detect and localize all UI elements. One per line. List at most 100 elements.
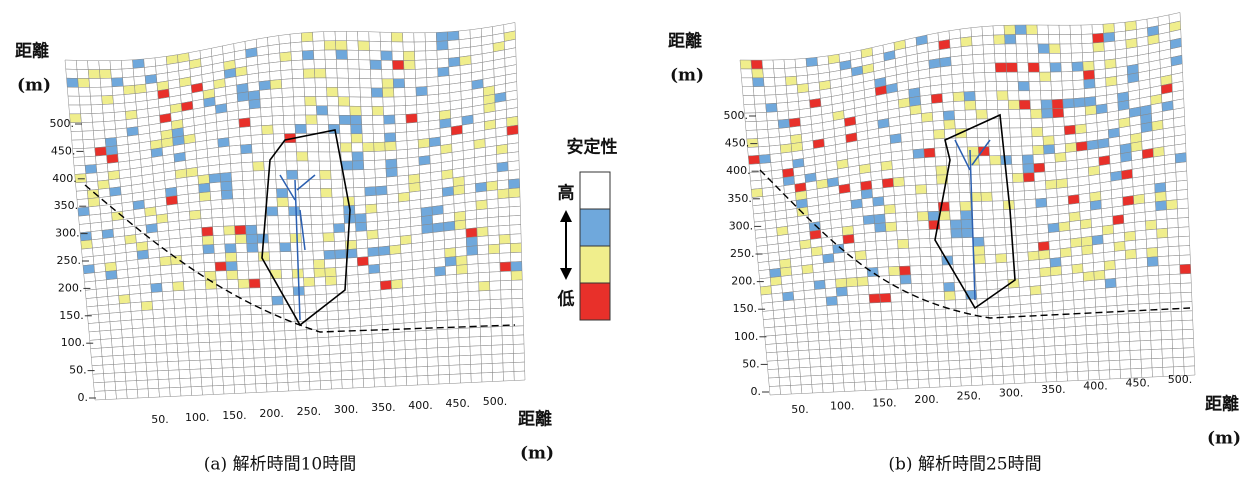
mesh-cell: [950, 47, 962, 57]
mesh-cell: [951, 229, 962, 238]
mesh-cell: [411, 234, 422, 244]
mesh-cell: [1011, 322, 1022, 331]
mesh-cell: [1048, 223, 1059, 233]
mesh-cell: [315, 78, 327, 87]
mesh-cell: [313, 41, 325, 51]
mesh-cell: [127, 260, 139, 270]
mesh-cell: [396, 141, 407, 151]
mesh-cell: [1155, 192, 1166, 202]
mesh-cell: [795, 307, 806, 316]
mesh-cell: [1110, 369, 1121, 379]
mesh-cell: [1010, 137, 1021, 146]
mesh-cell: [1133, 194, 1144, 204]
mesh-cell: [503, 372, 514, 381]
mesh-cell: [1102, 216, 1113, 226]
y-tick-label: 500.: [50, 117, 75, 130]
mesh-cell: [377, 212, 388, 222]
mesh-cell: [914, 158, 925, 168]
mesh-cell: [930, 76, 942, 86]
mesh-cell: [511, 271, 522, 281]
mesh-cell: [1058, 213, 1069, 223]
x-tick-label: 300.: [999, 386, 1024, 399]
mesh-cell: [269, 53, 281, 63]
mesh-cell: [932, 102, 944, 112]
mesh-cell: [358, 50, 370, 60]
y-tick-label: 350.: [54, 199, 79, 212]
mesh-cell: [798, 341, 809, 350]
mesh-cell: [1077, 150, 1088, 160]
mesh-cell: [875, 372, 886, 381]
mesh-cell: [838, 313, 849, 322]
mesh-cell: [767, 120, 779, 129]
mesh-cell: [1180, 264, 1191, 274]
mesh-cell: [87, 306, 99, 315]
mesh-cell: [800, 240, 811, 250]
mesh-cell: [1096, 306, 1107, 316]
mesh-cell: [448, 48, 460, 58]
mesh-cell: [134, 76, 146, 86]
mesh-cell: [370, 299, 381, 309]
mesh-cell: [991, 174, 1002, 183]
mesh-cell: [386, 176, 397, 186]
mesh-cell: [925, 327, 936, 336]
mesh-cell: [1122, 187, 1133, 197]
mesh-cell: [116, 128, 128, 137]
mesh-cell: [306, 124, 318, 133]
mesh-cell: [822, 245, 833, 255]
mesh-cell: [252, 153, 264, 163]
mesh-cell: [232, 359, 243, 368]
mesh-cell: [130, 293, 142, 302]
mesh-cell: [133, 337, 145, 346]
mesh-cell: [1125, 240, 1136, 250]
mesh-cell: [1002, 349, 1013, 358]
mesh-cell: [1149, 294, 1160, 304]
mesh-cell: [1104, 251, 1115, 261]
mesh-cell: [1037, 25, 1048, 35]
mesh-cell: [901, 132, 913, 142]
mesh-cell: [950, 220, 961, 229]
mesh-cell: [1064, 125, 1075, 135]
mesh-cell: [760, 163, 772, 172]
mesh-cell: [955, 299, 966, 308]
mesh-cell: [282, 287, 293, 296]
mesh-cell: [326, 69, 338, 78]
mesh-cell: [924, 157, 935, 167]
mesh-cell: [404, 78, 416, 87]
mesh-cell: [317, 115, 329, 124]
mesh-cell: [1029, 72, 1040, 81]
mesh-cell: [779, 377, 790, 386]
mesh-cell: [1115, 259, 1126, 269]
mesh-cell: [380, 32, 392, 42]
mesh-cell: [396, 377, 407, 386]
mesh-cell: [426, 321, 437, 331]
mesh-cell: [259, 80, 271, 90]
mesh-cell: [933, 120, 944, 130]
mesh-cell: [414, 304, 425, 314]
mesh-cell: [228, 297, 239, 306]
mesh-cell: [320, 179, 332, 188]
mesh-cell: [157, 370, 168, 379]
mesh-cell: [339, 336, 350, 345]
mesh-cell: [406, 376, 417, 386]
mesh-cell: [500, 253, 511, 263]
mesh-cell: [136, 371, 147, 380]
mesh-cell: [194, 280, 206, 289]
mesh-cell: [1080, 219, 1091, 229]
mesh-cell: [405, 349, 416, 359]
mesh-cell: [752, 197, 764, 206]
mesh-cell: [360, 78, 372, 87]
mesh-cell: [760, 278, 771, 287]
mesh-cell: [1025, 199, 1036, 209]
mesh-cell: [417, 113, 428, 123]
mesh-cell: [446, 274, 457, 284]
mesh-cell: [248, 270, 259, 279]
mesh-cell: [765, 220, 777, 229]
mesh-cell: [145, 345, 157, 354]
mesh-cell: [311, 215, 322, 224]
mesh-cell: [350, 335, 361, 344]
mesh-cell: [1076, 133, 1087, 143]
mesh-cell: [1172, 330, 1183, 340]
mesh-cell: [279, 234, 290, 243]
mesh-cell: [92, 247, 104, 256]
mesh-cell: [1042, 302, 1053, 312]
